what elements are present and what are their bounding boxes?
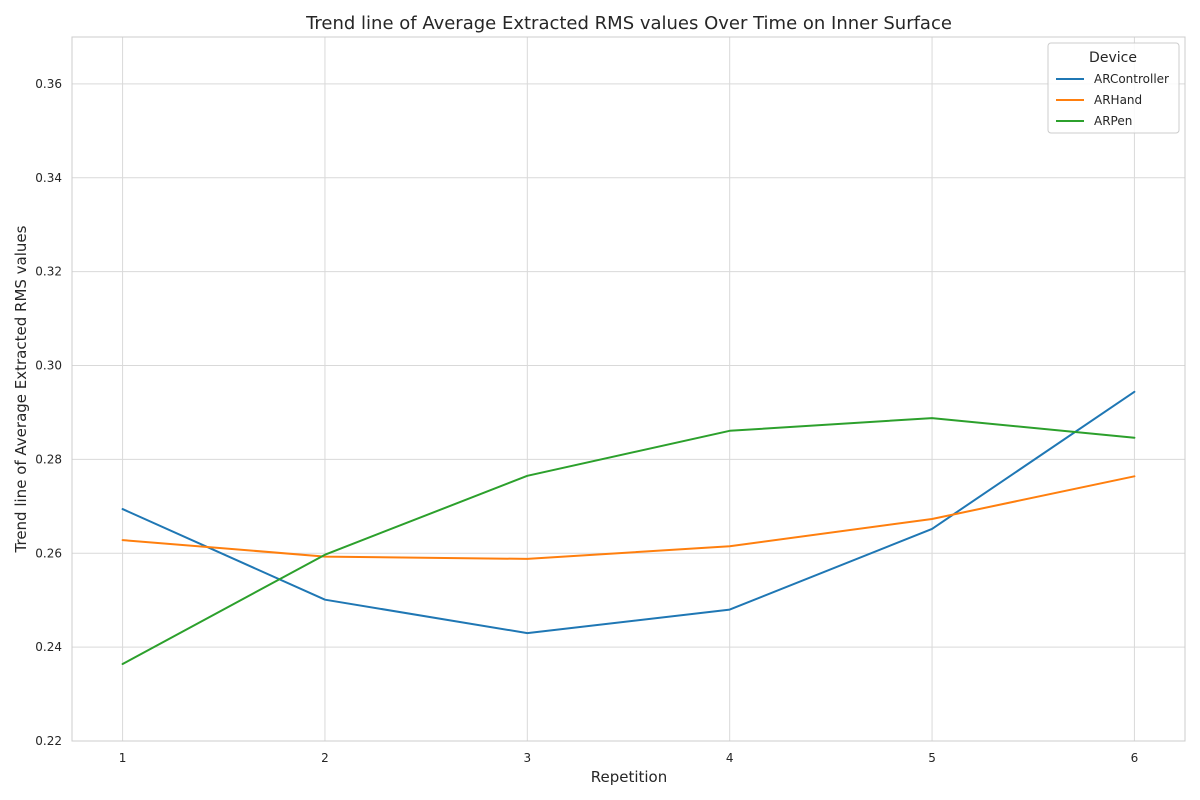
x-tick-label: 3 xyxy=(523,751,531,765)
legend-label-arcontroller: ARController xyxy=(1094,72,1169,86)
x-tick-label: 1 xyxy=(119,751,127,765)
legend-items: ARController ARHand ARPen xyxy=(1056,72,1169,128)
y-axis-label: Trend line of Average Extracted RMS valu… xyxy=(12,225,30,553)
y-tick-labels: 0.22 0.24 0.26 0.28 0.30 0.32 0.34 0.36 xyxy=(35,77,62,748)
y-tick-label: 0.36 xyxy=(35,77,62,91)
x-tick-labels: 1 2 3 4 5 6 xyxy=(119,751,1138,765)
y-tick-label: 0.30 xyxy=(35,359,62,373)
x-tick-label: 6 xyxy=(1131,751,1139,765)
series-line-arhand xyxy=(121,475,1136,560)
y-tick-label: 0.24 xyxy=(35,640,62,654)
legend-title: Device xyxy=(1089,50,1137,66)
x-tick-label: 5 xyxy=(928,751,936,765)
y-tick-label: 0.26 xyxy=(35,546,62,560)
x-tick-label: 2 xyxy=(321,751,329,765)
legend-label-arhand: ARHand xyxy=(1094,93,1142,107)
series-line-arcontroller xyxy=(121,390,1136,635)
legend-label-arpen: ARPen xyxy=(1094,114,1132,128)
x-tick-label: 4 xyxy=(726,751,734,765)
y-tick-label: 0.32 xyxy=(35,265,62,279)
legend-box xyxy=(1047,42,1180,134)
x-axis-label: Repetition xyxy=(591,768,668,786)
plot-frame xyxy=(71,36,1186,742)
chart-title: Trend line of Average Extracted RMS valu… xyxy=(305,13,952,34)
y-tick-label: 0.28 xyxy=(35,452,62,466)
y-tick-label: 0.22 xyxy=(35,734,62,748)
legend: Device ARController ARHand ARPen xyxy=(1047,42,1180,134)
grid-layer xyxy=(72,37,1185,742)
y-tick-label: 0.34 xyxy=(35,171,62,185)
series-line-arpen xyxy=(121,417,1136,665)
series-layer xyxy=(121,390,1136,665)
